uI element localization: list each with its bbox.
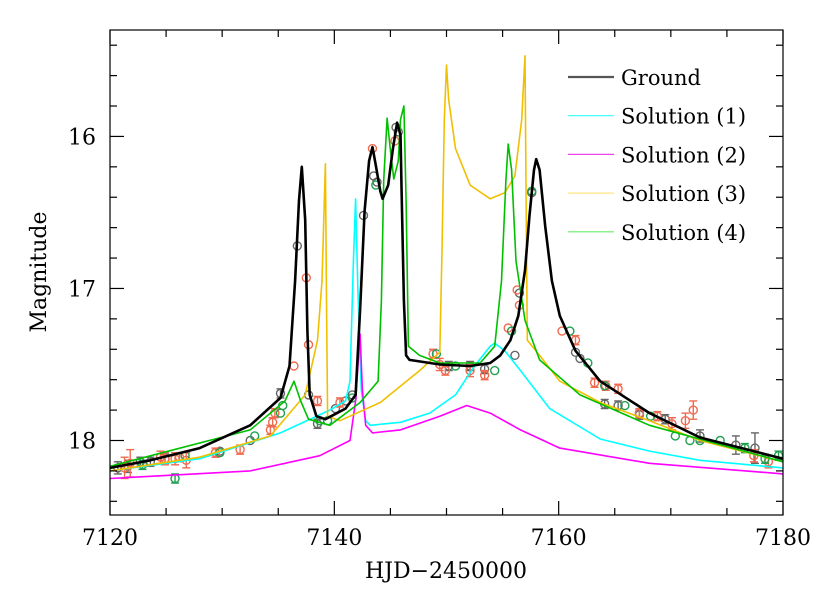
y-tick-label: 16 <box>68 125 96 150</box>
data-point <box>620 400 630 411</box>
data-point <box>688 400 698 420</box>
x-axis-label: HJD−2450000 <box>365 559 527 584</box>
data-marker <box>479 370 490 380</box>
axis-ticks: 7120 7140 7160 7180 16 17 18 <box>68 30 811 551</box>
data-marker <box>680 416 691 426</box>
data-point <box>490 365 500 376</box>
x-tick-label: 7180 <box>755 526 811 551</box>
curve-solution-4 <box>110 105 783 468</box>
data-point <box>510 350 520 361</box>
data-marker <box>490 365 500 376</box>
curve-ground <box>110 121 783 470</box>
curve-solution-1 <box>110 198 783 472</box>
data-marker <box>312 396 323 406</box>
legend-label: Ground <box>621 66 701 90</box>
data-point <box>570 334 581 346</box>
data-marker <box>431 349 442 359</box>
plot-marks <box>110 55 783 484</box>
x-tick-label: 7120 <box>82 526 138 551</box>
x-tick-label: 7140 <box>306 526 362 551</box>
legend-entry: Solution (3) <box>568 182 746 206</box>
data-point <box>479 369 490 381</box>
legend-label: Solution (4) <box>621 221 746 245</box>
data-point <box>680 412 691 430</box>
data-point <box>312 395 323 407</box>
data-marker <box>510 350 520 361</box>
legend: Ground Solution (1) Solution (2) Solution (… <box>568 66 746 245</box>
data-marker <box>440 365 451 376</box>
legend-entry: Solution (1) <box>568 105 746 129</box>
data-point <box>275 408 286 418</box>
data-marker <box>289 361 299 371</box>
legend-entry: Ground <box>568 66 701 90</box>
legend-label: Solution (1) <box>621 105 746 129</box>
data-marker <box>275 408 286 418</box>
legend-label: Solution (2) <box>621 143 746 167</box>
data-point <box>267 416 278 428</box>
data-point <box>289 361 299 371</box>
legend-entry: Solution (4) <box>568 221 746 245</box>
data-marker <box>688 405 698 415</box>
data-point <box>431 349 442 359</box>
legend-entry: Solution (2) <box>568 143 746 167</box>
data-marker <box>267 417 278 427</box>
y-tick-label: 18 <box>68 430 96 455</box>
data-marker <box>667 419 677 429</box>
data-marker <box>589 378 600 388</box>
y-axis-label: Magnitude <box>27 211 52 332</box>
data-point <box>249 431 260 441</box>
data-marker <box>249 431 260 441</box>
curve-solution-2 <box>110 333 783 480</box>
x-tick-label: 7160 <box>531 526 587 551</box>
data-marker <box>620 400 630 411</box>
y-tick-label: 17 <box>68 277 96 302</box>
legend-label: Solution (3) <box>621 182 746 206</box>
